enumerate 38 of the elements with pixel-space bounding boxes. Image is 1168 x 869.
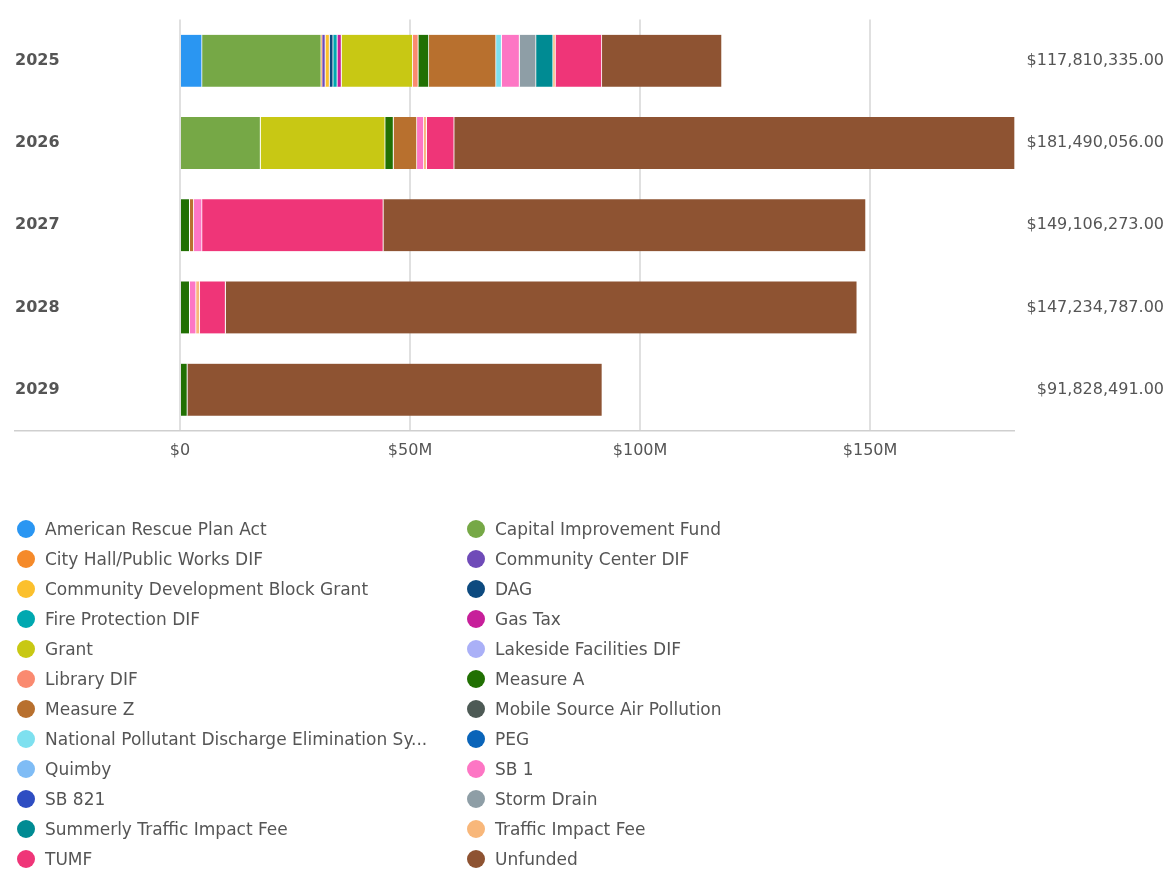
text: $117,810,335.00	[1026, 49, 1164, 69]
text: $147,234,787.00	[1026, 296, 1164, 316]
legend-label: Library DIF	[45, 669, 138, 689]
legend-label: SB 1	[495, 759, 534, 779]
legend-label: Community Center DIF	[495, 549, 690, 569]
y-tick-label: 2026	[15, 132, 60, 152]
legend-label: Measure A	[495, 669, 585, 689]
x-tick-label: $100M	[612, 439, 668, 459]
legend-label: Quimby	[45, 759, 112, 779]
legend-label: SB 821	[45, 789, 106, 809]
legend-label: Gas Tax	[495, 609, 561, 629]
legend-label: Mobile Source Air Pollution	[495, 699, 722, 719]
legend-label: Unfunded	[495, 849, 578, 869]
legend-label: Grant	[45, 639, 94, 659]
legend-label: Community Development Block Grant	[45, 579, 369, 599]
x-tick-label: $150M	[842, 439, 898, 459]
legend-label: National Pollutant Discharge Elimination Sy...	[45, 729, 428, 749]
legend-label: Fire Protection DIF	[45, 609, 201, 629]
legend-label: Traffic Impact Fee	[495, 819, 646, 839]
legend-label: City Hall/Public Works DIF	[45, 549, 264, 569]
y-tick-label: 2028	[15, 296, 60, 316]
y-tick-label: 2029	[15, 378, 60, 398]
y-tick-label: 2027	[15, 214, 60, 234]
y-tick-label: 2025	[15, 49, 60, 69]
legend-label: Storm Drain	[495, 789, 598, 809]
text: $181,490,056.00	[1026, 132, 1164, 152]
legend-label: TUMF	[45, 849, 93, 869]
x-tick-label: $0	[169, 439, 191, 459]
legend-label: Capital Improvement Fund	[495, 519, 721, 539]
legend-label: DAG	[495, 579, 533, 599]
text: $91,828,491.00	[1036, 378, 1164, 398]
legend-label: Measure Z	[45, 699, 135, 719]
legend-label: Lakeside Facilities DIF	[495, 639, 681, 659]
legend-label: American Rescue Plan Act	[45, 519, 267, 539]
legend-label: PEG	[495, 729, 530, 749]
x-tick-label: $50M	[387, 439, 433, 459]
text: $149,106,273.00	[1026, 214, 1164, 234]
legend-label: Summerly Traffic Impact Fee	[45, 819, 288, 839]
